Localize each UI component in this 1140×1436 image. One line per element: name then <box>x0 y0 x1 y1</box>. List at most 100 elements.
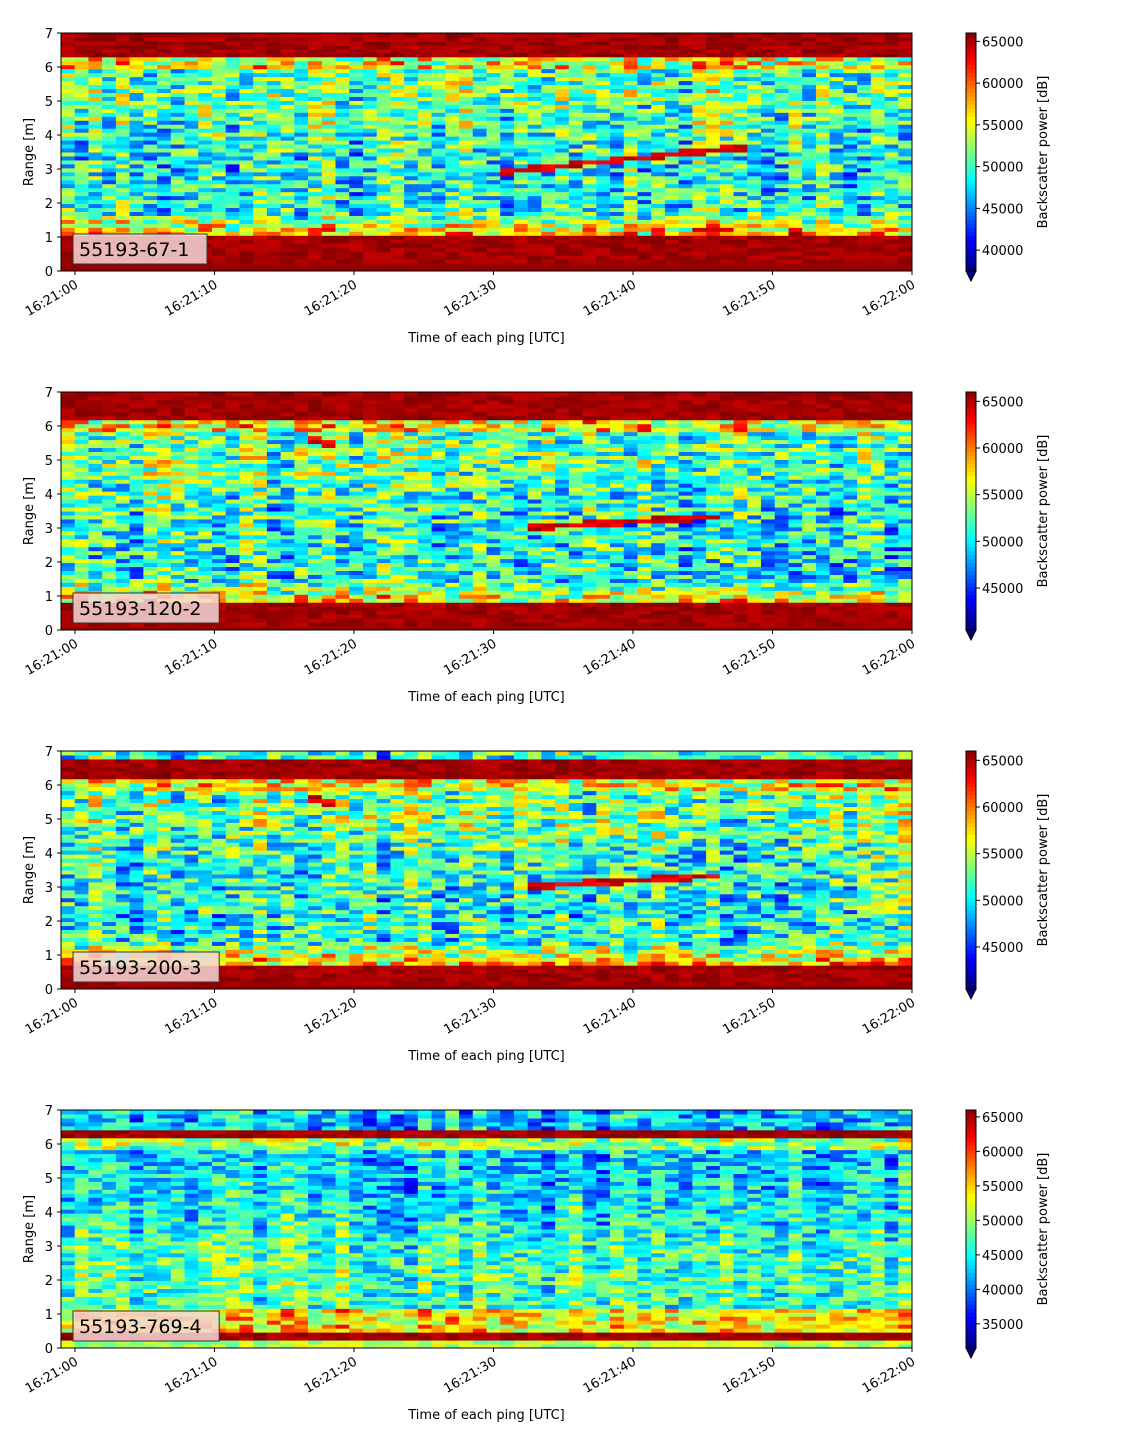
heatmap-cell <box>747 40 762 46</box>
heatmap-cell <box>513 195 529 201</box>
heatmap-cell <box>362 40 378 46</box>
heatmap-cell <box>404 167 419 173</box>
heatmap-cell <box>664 203 680 209</box>
heatmap-cell <box>349 96 364 101</box>
heatmap-cell <box>390 112 405 117</box>
heatmap-cell <box>88 455 103 460</box>
heatmap-cell <box>266 534 282 540</box>
heatmap-cell <box>239 191 254 197</box>
heatmap-cell <box>445 203 460 209</box>
heatmap-cell <box>61 112 76 117</box>
heatmap-cell <box>541 219 556 224</box>
heatmap-cell <box>321 92 337 97</box>
heatmap-cell <box>321 183 337 189</box>
heatmap-cell <box>294 108 309 113</box>
heatmap-cell <box>211 203 227 209</box>
heatmap-cell <box>362 211 378 216</box>
heatmap-cell <box>308 447 323 452</box>
heatmap-cell <box>184 411 199 417</box>
heatmap-cell <box>884 255 899 260</box>
y-axis-label: Range [m] <box>22 118 37 186</box>
heatmap-cell <box>308 267 323 272</box>
heatmap-cell <box>225 72 240 78</box>
heatmap-cell <box>500 239 515 244</box>
heatmap-cell <box>788 219 803 224</box>
heatmap-cell <box>404 175 419 181</box>
heatmap-cell <box>362 159 378 165</box>
heatmap-cell <box>308 562 323 568</box>
heatmap-cell <box>376 207 391 212</box>
heatmap-cell <box>843 235 858 240</box>
heatmap-cell <box>280 471 295 476</box>
heatmap-cell <box>143 64 158 70</box>
heatmap-cell <box>129 96 144 101</box>
heatmap-cell <box>870 255 886 260</box>
heatmap-cell <box>225 574 240 579</box>
heatmap-cell <box>390 140 405 145</box>
heatmap-cell <box>211 76 227 82</box>
heatmap-cell <box>115 499 131 504</box>
heatmap-cell <box>431 211 446 216</box>
heatmap-cell <box>472 44 487 50</box>
heatmap-cell <box>74 140 89 145</box>
heatmap-cell <box>157 215 172 220</box>
heatmap-cell <box>857 195 872 201</box>
heatmap-cell <box>651 76 666 82</box>
heatmap-cell <box>774 52 789 58</box>
heatmap-cell <box>143 92 158 97</box>
heatmap-cell <box>115 451 131 456</box>
heatmap-cell <box>157 60 172 66</box>
heatmap-cell <box>225 80 240 86</box>
heatmap-cell <box>472 132 487 137</box>
heatmap-cell <box>253 463 268 468</box>
heatmap-cell <box>774 251 789 256</box>
heatmap-cell <box>211 554 227 560</box>
heatmap-cell <box>664 191 680 197</box>
heatmap-cell <box>527 84 542 90</box>
heatmap-cell <box>129 64 144 70</box>
heatmap-cell <box>157 263 172 268</box>
heatmap-cell <box>513 199 529 205</box>
heatmap-cell <box>788 155 803 161</box>
heatmap-cell <box>376 152 391 157</box>
heatmap-cell <box>802 60 817 66</box>
heatmap-cell <box>211 483 227 488</box>
heatmap-cell <box>733 203 748 209</box>
heatmap-cell <box>774 140 789 145</box>
heatmap-cell <box>692 219 707 224</box>
heatmap-cell <box>692 108 707 113</box>
heatmap-cell <box>184 483 199 488</box>
heatmap-cell <box>198 76 213 82</box>
heatmap-cell <box>459 108 474 113</box>
heatmap-cell <box>253 435 268 441</box>
heatmap-cell <box>184 187 199 193</box>
heatmap-cell <box>239 403 254 409</box>
heatmap-cell <box>376 132 391 137</box>
heatmap-cell <box>678 243 693 248</box>
heatmap-cell <box>774 76 789 82</box>
heatmap-cell <box>349 56 364 62</box>
heatmap-cell <box>431 219 446 224</box>
heatmap-cell <box>472 163 487 169</box>
heatmap-cell <box>870 191 886 197</box>
heatmap-cell <box>829 231 844 236</box>
heatmap-cell <box>157 64 172 70</box>
heatmap-cell <box>88 566 103 571</box>
heatmap-cell <box>884 88 899 93</box>
heatmap-cell <box>88 622 103 627</box>
heatmap-cell <box>555 267 570 272</box>
heatmap-cell <box>431 128 446 133</box>
heatmap-cell <box>541 120 556 125</box>
heatmap-cell <box>376 116 391 121</box>
heatmap-cell <box>582 108 597 113</box>
heatmap-cell <box>88 407 103 413</box>
heatmap-cell <box>610 68 625 74</box>
heatmap-cell <box>253 100 268 105</box>
heatmap-cell <box>719 100 735 105</box>
heatmap-cell <box>335 239 350 244</box>
heatmap-cell <box>74 64 89 70</box>
heatmap-cell <box>870 52 886 58</box>
heatmap-cell <box>349 132 364 137</box>
heatmap-cell <box>747 56 762 62</box>
heatmap-cell <box>157 72 172 78</box>
